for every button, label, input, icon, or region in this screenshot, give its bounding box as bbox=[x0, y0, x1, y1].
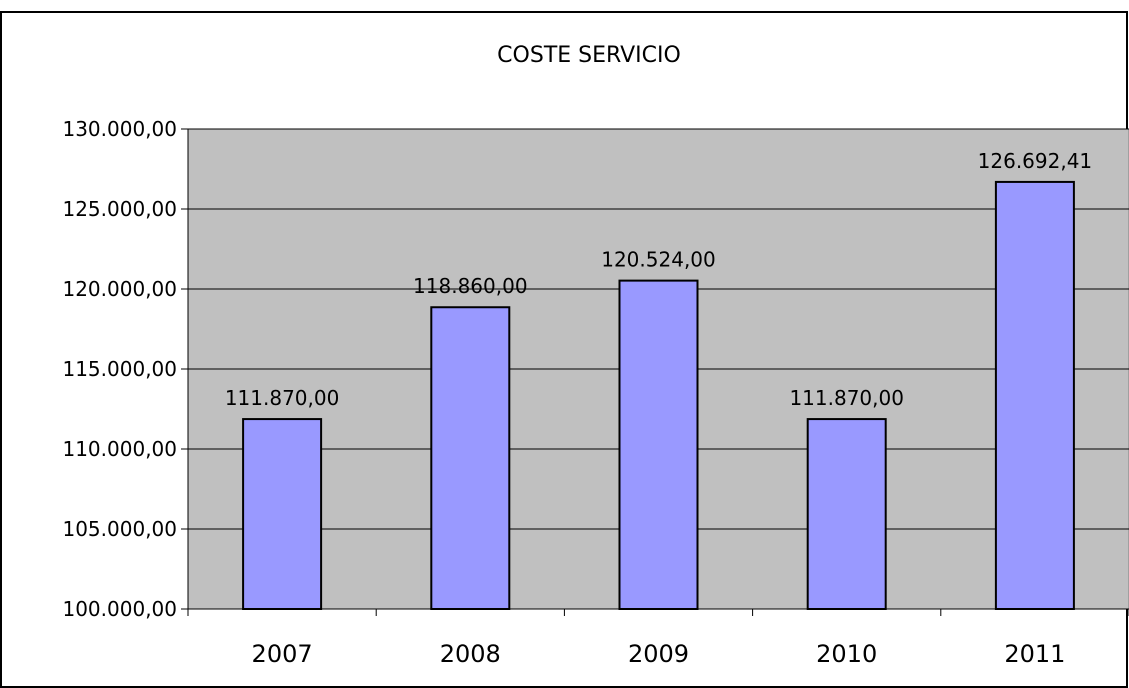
y-tick-label: 100.000,00 bbox=[62, 597, 177, 621]
bar-2007 bbox=[242, 418, 323, 610]
y-tick-label: 105.000,00 bbox=[62, 517, 177, 541]
y-tick-label: 125.000,00 bbox=[62, 197, 177, 221]
y-tick-label: 130.000,00 bbox=[62, 117, 177, 141]
bar-2010 bbox=[806, 418, 887, 610]
y-tick-label: 115.000,00 bbox=[62, 357, 177, 381]
x-tick-label-2009: 2009 bbox=[628, 640, 689, 668]
y-axis-ticks: 100.000,00 105.000,00 110.000,00 115.000,00… bbox=[62, 117, 188, 621]
x-tick-label-2011: 2011 bbox=[1004, 640, 1065, 668]
data-label-2009: 120.524,00 bbox=[601, 248, 716, 272]
data-label-2010: 111.870,00 bbox=[789, 386, 904, 410]
bar-2009 bbox=[618, 279, 699, 610]
y-tick-label: 120.000,00 bbox=[62, 277, 177, 301]
data-label-2008: 118.860,00 bbox=[413, 274, 528, 298]
bar-2011 bbox=[994, 180, 1075, 610]
data-label-2007: 111.870,00 bbox=[225, 386, 340, 410]
x-axis-labels: 2007 2008 2009 2010 2011 bbox=[187, 609, 1129, 668]
y-tick-label: 110.000,00 bbox=[62, 437, 177, 461]
data-labels: 111.870,00 118.860,00 120.524,00 111.870,00… bbox=[225, 149, 1092, 410]
bar-2008 bbox=[430, 306, 511, 610]
bars bbox=[242, 180, 1075, 610]
data-label-2011: 126.692,41 bbox=[978, 149, 1093, 173]
x-tick-label-2010: 2010 bbox=[816, 640, 877, 668]
x-tick-label-2007: 2007 bbox=[252, 640, 313, 668]
chart-title: COSTE SERVICIO bbox=[497, 43, 681, 68]
x-tick-label-2008: 2008 bbox=[440, 640, 501, 668]
